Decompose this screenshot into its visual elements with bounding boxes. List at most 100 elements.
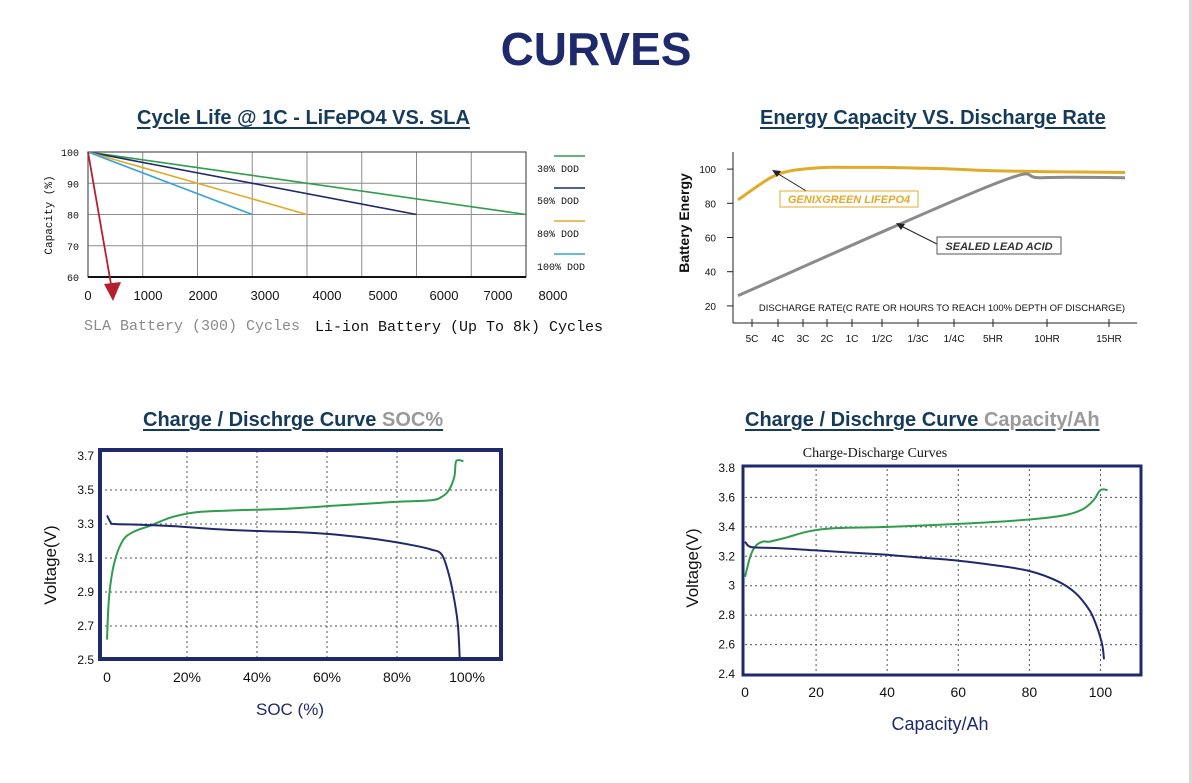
soc-y-tick-label: 3.1 (77, 551, 94, 565)
capacity-y-tick-label: 3.8 (718, 461, 735, 475)
cycle-life-x-tick-label: 4000 (313, 288, 342, 303)
soc-y-tick-label: 3.5 (77, 483, 94, 497)
cycle-life-y-tick-label: 90 (67, 180, 79, 191)
energy-x-tick-label: 5HR (983, 334, 1003, 345)
soc-x-tick-label: 20% (173, 669, 201, 685)
energy-y-tick-label: 80 (705, 199, 717, 210)
capacity-charge-line (744, 488, 1108, 578)
energy-sla-pointer-head (896, 223, 905, 230)
cycle-life-title: Cycle Life @ 1C - LiFePO4 VS. SLA (137, 107, 470, 129)
energy-y-axis-label: Battery Energy (676, 173, 692, 273)
capacity-curve-title: Charge / Dischrge Curve Capacity/Ah (745, 409, 1100, 432)
soc-plot-frame (98, 448, 503, 661)
cycle-life-legend-label: 30% DOD (537, 165, 579, 176)
energy-x-tick-label: 1/3C (907, 334, 928, 345)
cycle-life-x-tick-label: 6000 (430, 288, 459, 303)
energy-x-tick-label: 1/4C (943, 334, 964, 345)
capacity-x-tick-label: 60 (950, 684, 966, 700)
cycle-life-legend-label: 50% DOD (537, 197, 579, 208)
soc-title-suffix: SOC% (381, 409, 444, 431)
cycle-life-legend-label: 100% DOD (537, 263, 585, 274)
capacity-x-tick-label: 0 (741, 684, 749, 700)
cycle-life-x-tick-label: 2000 (189, 288, 218, 303)
capacity-y-tick-label: 2.8 (718, 608, 735, 622)
capacity-y-tick-label: 3.4 (718, 520, 735, 534)
soc-y-tick-label: 2.9 (77, 585, 94, 599)
cycle-life-series-line (87, 151, 527, 216)
capacity-y-tick-label: 2.6 (718, 638, 735, 652)
soc-curve-title: Charge / Dischrge Curve SOC% (143, 409, 443, 432)
energy-sla-label: SEALED LEAD ACID (945, 241, 1052, 253)
capacity-plot-frame (741, 464, 1143, 677)
cycle-life-y-tick-label: 60 (67, 274, 79, 285)
energy-x-tick-label: 5C (746, 334, 759, 345)
energy-lifepo4-pointer (774, 171, 809, 193)
energy-y-tick-label: 20 (705, 302, 717, 313)
capacity-x-tick-label: 40 (879, 684, 895, 700)
soc-charge-line (106, 459, 464, 640)
energy-x-tick-label: 10HR (1034, 334, 1060, 345)
li-ion-cycles-annotation: Li-ion Battery (Up To 8k) Cycles (315, 319, 603, 336)
cycle-life-y-tick-label: 80 (67, 212, 79, 223)
soc-y-axis-label: Voltage(V) (41, 525, 60, 604)
soc-y-tick-label: 2.5 (77, 653, 94, 667)
soc-y-tick-label: 3.7 (77, 449, 94, 463)
capacity-y-axis-label: Voltage(V) (683, 528, 702, 607)
soc-x-axis-label: SOC (%) (256, 700, 324, 719)
cycle-life-y-axis-label: Capacity (%) (44, 175, 56, 254)
soc-x-tick-label: 60% (313, 669, 341, 685)
cycle-life-series-line (87, 151, 417, 216)
cycle-life-x-tick-label: 0 (84, 288, 91, 303)
capacity-x-tick-label: 80 (1022, 684, 1038, 700)
energy-sla-pointer (898, 224, 938, 245)
capacity-chart-subtitle: Charge-Discharge Curves (803, 446, 948, 461)
capacity-title-main: Charge / Dischrge Curve (745, 409, 979, 431)
capacity-x-tick-label: 100 (1089, 684, 1113, 700)
capacity-y-tick-label: 3 (728, 579, 735, 593)
cycle-life-x-tick-label: 7000 (484, 288, 513, 303)
soc-y-tick-label: 2.7 (77, 619, 94, 633)
cycle-life-series-line (87, 151, 253, 216)
sla-cycles-annotation: SLA Battery (300) Cycles (84, 318, 300, 335)
soc-x-tick-label: 40% (243, 669, 271, 685)
energy-x-tick-label: 15HR (1096, 334, 1122, 345)
energy-y-tick-label: 40 (705, 268, 717, 279)
soc-y-tick-label: 3.3 (77, 517, 94, 531)
capacity-y-tick-label: 3.2 (718, 549, 735, 563)
capacity-y-tick-label: 2.4 (718, 667, 735, 681)
cycle-life-red-arrow-head (104, 282, 121, 301)
cycle-life-legend-label: 80% DOD (537, 230, 579, 241)
capacity-x-axis-label: Capacity/Ah (891, 714, 988, 734)
cycle-life-x-tick-label: 3000 (251, 288, 280, 303)
soc-title-main: Charge / Dischrge Curve (143, 409, 377, 431)
capacity-x-tick-label: 20 (808, 684, 824, 700)
energy-lifepo4-pointer-head (772, 170, 781, 177)
energy-x-tick-label: 3C (797, 334, 810, 345)
cycle-life-y-tick-label: 100 (61, 149, 79, 160)
energy-lifepo4-label-box (779, 190, 919, 208)
energy-x-tick-label: 1/2C (871, 334, 892, 345)
energy-sla-label-box (936, 236, 1062, 255)
soc-x-tick-label: 0 (103, 669, 111, 685)
energy-x-tick-label: 2C (821, 334, 834, 345)
cycle-life-x-tick-label: 8000 (539, 288, 568, 303)
cycle-life-series-line (87, 151, 308, 216)
energy-x-tick-label: 1C (846, 334, 859, 345)
energy-y-tick-label: 60 (705, 234, 717, 245)
capacity-y-tick-label: 3.6 (718, 490, 735, 504)
energy-x-tick-label: 4C (772, 334, 785, 345)
energy-y-tick-label: 100 (699, 165, 716, 176)
cycle-life-x-tick-label: 5000 (369, 288, 398, 303)
cycle-life-y-tick-label: 70 (67, 243, 79, 254)
soc-x-tick-label: 100% (449, 669, 485, 685)
energy-x-axis-label: DISCHARGE RATE(C RATE OR HOURS TO REACH … (759, 303, 1125, 314)
soc-discharge-line (106, 515, 461, 661)
cycle-life-red-arrow-shaft (87, 151, 113, 291)
soc-x-tick-label: 80% (383, 669, 411, 685)
cycle-life-x-tick-label: 1000 (134, 288, 163, 303)
capacity-title-suffix: Capacity/Ah (983, 409, 1100, 431)
page-title: CURVES (500, 23, 692, 75)
energy-capacity-title: Energy Capacity VS. Discharge Rate (760, 107, 1106, 129)
energy-sla-line (737, 172, 1126, 297)
